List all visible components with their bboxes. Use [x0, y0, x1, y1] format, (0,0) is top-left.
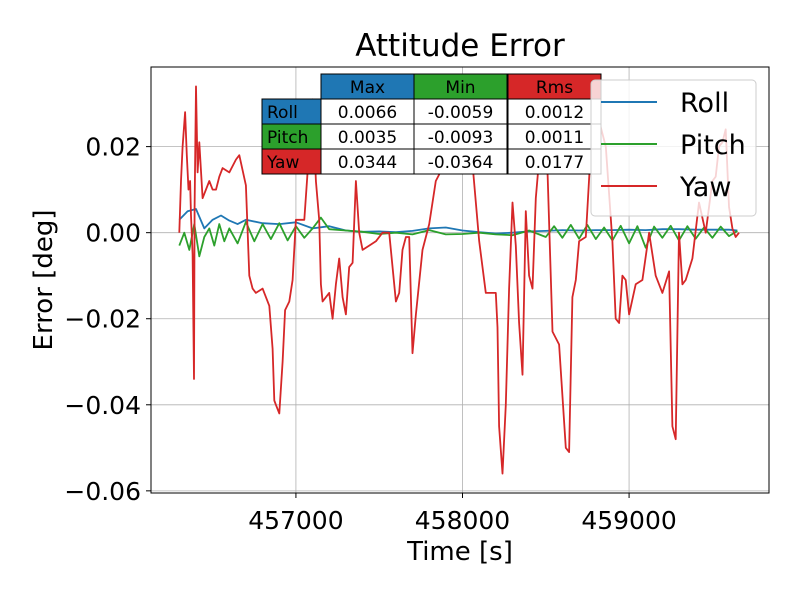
legend-label: Pitch [680, 130, 746, 161]
table-cell-value: -0.0059 [428, 103, 494, 123]
legend-box [590, 79, 757, 217]
table-cell [507, 123, 602, 150]
x-tick-label: 458000 [415, 506, 510, 535]
table-row-header-cell [261, 148, 322, 175]
table-cell [413, 98, 508, 125]
legend-label: Yaw [679, 172, 731, 203]
table-row-header-cell [261, 123, 322, 150]
y-tick-label: 0.00 [85, 219, 141, 248]
plot-series [178, 85, 740, 475]
series-line-pitch [178, 216, 738, 258]
table-row-label: Yaw [266, 153, 299, 173]
x-axis-label: Time [s] [406, 537, 513, 567]
table-cell [507, 148, 602, 175]
table-cell-value: -0.0093 [428, 128, 494, 148]
table-cell-value: 0.0011 [525, 128, 584, 148]
chart-title: Attitude Error [355, 28, 565, 64]
y-tick-label: 0.02 [85, 133, 141, 162]
plot-frame [150, 66, 770, 494]
series-line-yaw [178, 85, 740, 475]
table-row-header-cell [261, 98, 322, 125]
table-cell-value: 0.0066 [338, 103, 397, 123]
table-cell [320, 98, 415, 125]
table-cell-value: 0.0177 [525, 153, 584, 173]
series-line-roll [178, 208, 738, 235]
table-cell-value: 0.0035 [338, 128, 397, 148]
table-cell [413, 148, 508, 175]
table-header-label: Min [445, 78, 475, 98]
table-cell [413, 123, 508, 150]
y-axis-label: Error [deg] [29, 210, 59, 351]
table-cell-value: -0.0364 [428, 153, 494, 173]
table-cell-value: 0.0012 [525, 103, 584, 123]
x-tick-label: 459000 [581, 506, 676, 535]
table-row-label: Pitch [267, 128, 308, 148]
legend: Roll Pitch Yaw [590, 79, 757, 217]
table-cell [320, 148, 415, 175]
table-cell [320, 123, 415, 150]
table-header-label: Rms [536, 78, 573, 98]
table-row-label: Roll [267, 103, 298, 123]
legend-label: Roll [680, 88, 729, 119]
table-cell-value: 0.0344 [338, 153, 397, 173]
stats-table: Max Min Rms Roll 0.0066 -0.0059 0.0012 Pitch 0.0… [261, 73, 602, 175]
table-header-label: Max [350, 78, 385, 98]
x-tick-label: 457000 [248, 506, 343, 535]
y-tick-label: −0.02 [64, 305, 141, 334]
y-tick-label: −0.06 [64, 477, 141, 506]
y-tick-label: −0.04 [64, 391, 141, 420]
axis-ticks: 457000 458000 459000 0.02 0.00 −0.02 −0.04 −0.0… [64, 133, 676, 535]
